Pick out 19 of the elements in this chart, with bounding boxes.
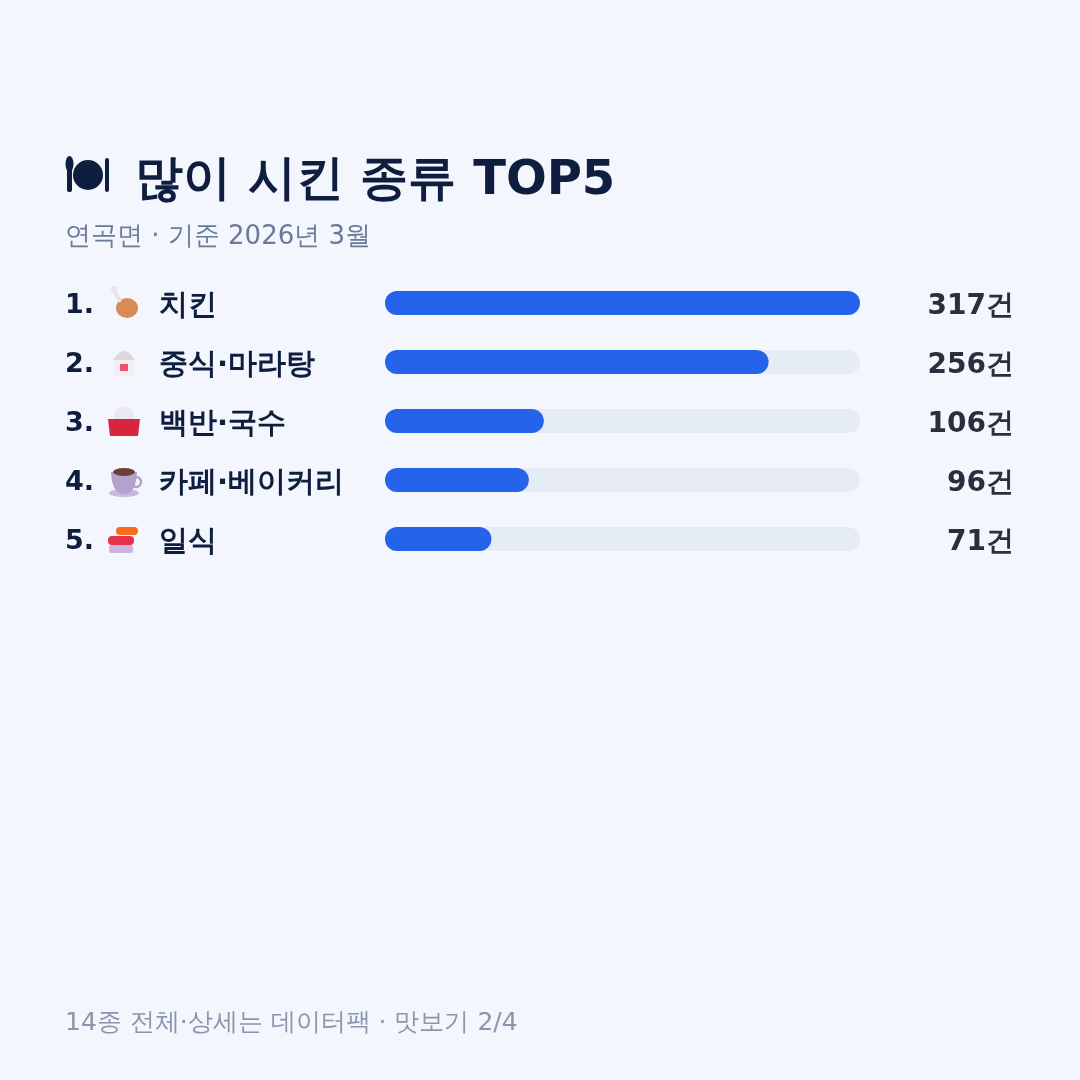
data-label: 71건: [947, 524, 1014, 557]
text: 3.: [65, 406, 95, 437]
y-tick-label: 카페·베이커리: [159, 464, 345, 498]
text: 4.: [65, 465, 95, 496]
text: 14종 전체·상세는 데이터팩 · 맛보기 2/4: [65, 1007, 518, 1036]
text: 5.: [65, 524, 95, 555]
y-tick-label: 백반·국수: [159, 405, 287, 439]
data-label: 106건: [927, 406, 1014, 439]
y-tick-label: 일식: [159, 523, 217, 557]
bar: [385, 527, 492, 551]
text: 1.: [65, 288, 95, 319]
y-tick-label: 중식·마라탕: [159, 346, 316, 380]
chart-subtitle: 연곡면 · 기준 2026년 3월: [65, 220, 372, 250]
chart-title: 많이 시킨 종류 TOP5: [135, 149, 616, 205]
y-tick-label: 치킨: [159, 287, 217, 321]
text: 2.: [65, 347, 95, 378]
data-label: 317건: [927, 288, 1014, 321]
data-label: 96건: [947, 465, 1014, 498]
data-label: 256건: [927, 347, 1014, 380]
